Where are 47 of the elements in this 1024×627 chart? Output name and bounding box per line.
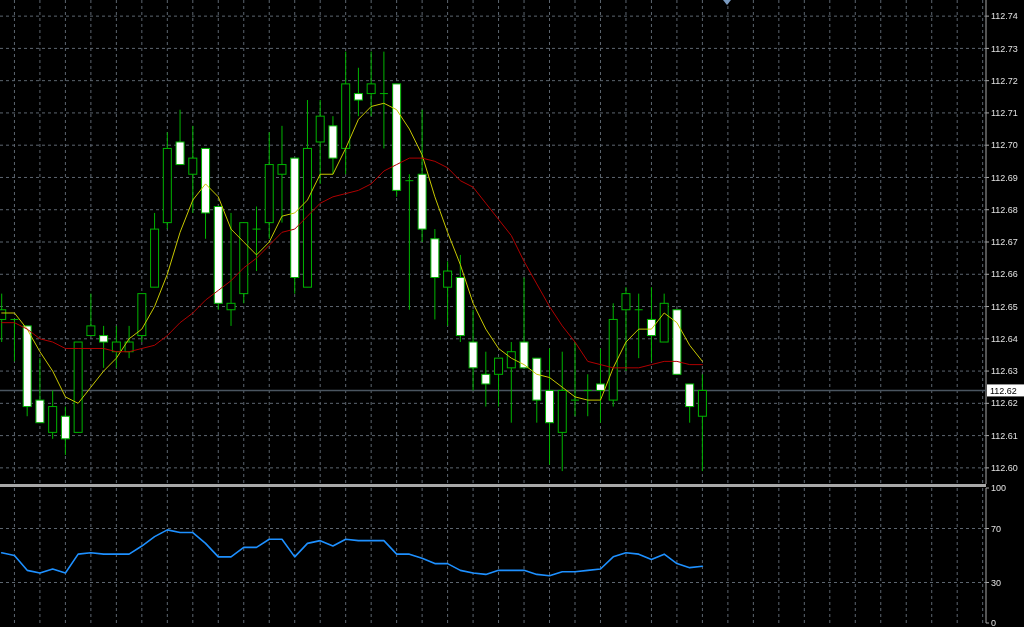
y-tick-label: 112.65 [991,301,1018,312]
candlestick [685,383,695,424]
y-tick-label: 112.60 [991,463,1018,474]
y-tick-label: 112.63 [991,366,1018,377]
y-tick-label: 112.68 [991,204,1018,215]
candlestick [443,260,453,327]
candlestick [175,109,185,166]
y-tick-label: 112.64 [991,333,1018,344]
y-tick-label: 112.61 [991,430,1018,441]
candlestick [60,406,70,456]
y-tick-label: 112.74 [991,11,1018,22]
candlestick [10,318,19,362]
candlestick [481,351,491,408]
candlestick [405,173,414,311]
candlestick [226,212,236,327]
y-tick-label: 30 [991,577,1002,588]
candlestick [621,286,631,372]
y-tick-label: 112.62 [991,398,1018,409]
candlestick [571,341,579,417]
y-tick-label: 0 [991,618,997,627]
y-tick-label: 112.70 [991,140,1018,151]
y-tick-label: 112.72 [991,75,1018,86]
candlestick [111,325,121,369]
candlestick [252,206,261,272]
candlestick [99,325,109,369]
y-tick-label: 70 [991,523,1002,534]
candlestick [583,373,592,417]
candlestick [506,341,516,424]
candlestick [379,51,388,149]
candlestick [188,125,198,214]
line-series [1,157,703,369]
candlestick [595,347,605,424]
candlestick [35,357,45,424]
y-tick-label: 100 [991,483,1007,494]
candlestick [494,357,504,408]
line-series [1,102,703,404]
candlestick [634,293,643,359]
line-series [0,529,704,577]
y-tick-label: 112.71 [991,108,1018,119]
candlestick [353,67,363,117]
candlestick [86,293,96,337]
y-tick-label: 112.66 [991,269,1018,280]
candlestick [277,125,287,224]
candlestick [366,51,376,117]
y-tick-label: 112.69 [991,172,1018,183]
y-tick-label: 112.73 [991,43,1018,54]
y-tick-label: 112.67 [991,237,1018,248]
